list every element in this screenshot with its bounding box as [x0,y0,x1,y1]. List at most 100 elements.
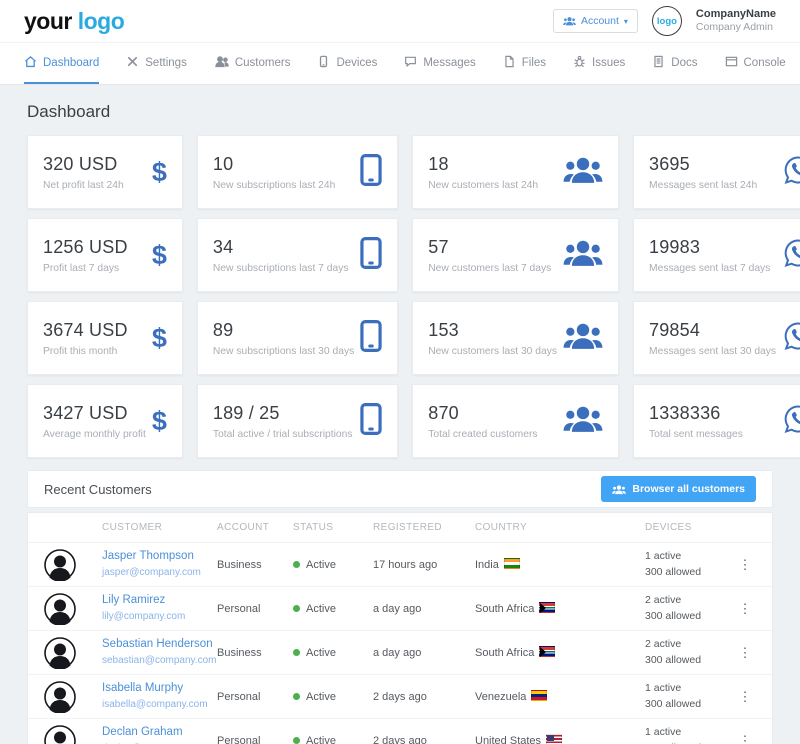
table-row: Sebastian Henderson sebastian@company.co… [28,630,772,674]
customer-name-link[interactable]: Sebastian Henderson [102,637,213,650]
stat-value: 79854 [649,319,701,340]
person-avatar-icon [44,680,76,713]
row-menu-icon[interactable]: ⋮ [738,556,752,572]
stat-card: 89 New subscriptions last 30 days [196,301,399,375]
nav-item-settings[interactable]: Settings [126,43,187,84]
row-menu-icon[interactable]: ⋮ [738,732,752,744]
status-dot [293,648,300,656]
col-account: ACCOUNT [217,522,270,533]
customer-account-type: Personal [217,734,261,744]
customer-country: South Africa [475,647,535,659]
stat-card: 10 New subscriptions last 24h [196,135,399,209]
nav-item-customers[interactable]: Customers [214,43,290,84]
stat-card: 1256 USD Profit last 7 days $ [27,218,183,292]
customer-name-link[interactable]: Lily Ramirez [102,593,166,606]
customer-email: declan@company.com [102,743,203,744]
page-title: Dashboard [27,102,111,121]
dollar-icon: $ [151,405,167,436]
status-badge: Active [306,690,336,703]
status-dot [293,692,300,700]
nav-item-console[interactable]: Console [725,43,786,84]
customer-avatar [44,636,102,669]
status-badge: Active [306,558,336,571]
company-name: CompanyName [695,7,776,20]
row-menu-icon[interactable]: ⋮ [738,600,752,616]
stat-label: New customers last 24h [428,179,539,191]
nav-item-docs[interactable]: Docs [652,43,698,84]
nav-item-devices[interactable]: Devices [317,43,377,84]
chevron-down-icon: ▾ [623,16,628,26]
users-icon [215,55,229,67]
row-menu-icon[interactable]: ⋮ [738,644,752,660]
customer-account-type: Personal [217,602,261,615]
status-dot [293,736,300,744]
nav-item-issues[interactable]: Issues [573,43,625,84]
status-badge: Active [306,646,336,659]
status-dot [293,604,300,612]
table-row: Isabella Murphy isabella@company.com Per… [28,674,772,718]
stat-card: 3427 USD Average monthly profit $ [27,384,183,458]
customer-registered: a day ago [373,602,422,615]
account-dropdown-button[interactable]: Account ▾ [552,9,638,33]
stat-label: Total active / trial subscriptions [212,428,353,440]
table-body: Jasper Thompson jasper@company.com Busin… [28,542,772,744]
phone-icon [320,55,328,67]
col-status: STATUS [293,522,334,533]
stat-label: New customers last 7 days [428,262,552,274]
stat-value: 153 [428,319,459,340]
country-flag-icon [503,558,520,569]
country-flag-icon [539,646,556,657]
stat-value: 189 / 25 [212,402,280,423]
stat-card: 19983 Messages sent last 7 days [633,218,800,292]
avatar[interactable]: logo [651,6,682,36]
table-row: Lily Ramirez lily@company.com Personal A… [28,586,772,630]
main-nav: Dashboard Settings Customers Devices Mes… [0,42,800,85]
status-badge: Active [306,734,336,744]
customer-country: Venezuela [475,691,527,703]
person-avatar-icon [44,724,76,744]
customer-country: United States [475,735,542,744]
devices-allowed: 300 allowed [645,697,702,710]
stat-value: 34 [212,236,234,257]
dollar-icon: $ [151,156,167,187]
devices-active: 1 active [645,549,682,562]
person-avatar-icon [44,592,76,625]
stat-label: Total sent messages [649,428,743,440]
logo-text-your: your [24,7,72,34]
customer-name-link[interactable]: Jasper Thompson [102,549,194,562]
customers-table: CUSTOMER ACCOUNT STATUS REGISTERED COUNT… [27,512,773,744]
whatsapp-icon [784,321,800,350]
stat-card: 34 New subscriptions last 7 days [196,218,399,292]
devices-active: 2 active [645,593,682,606]
company-role: Company Admin [695,21,773,34]
recent-customers-header: Recent Customers Browser all customers [27,470,773,508]
status-badge: Active [306,602,336,615]
customer-country: India [475,559,499,571]
stats-grid: 320 USD Net profit last 24h $ 10 New sub… [27,135,800,458]
devices-active: 1 active [645,681,682,694]
stat-card: 320 USD Net profit last 24h $ [27,135,183,209]
browse-all-customers-button[interactable]: Browser all customers [601,476,756,502]
stat-label: Total created customers [428,428,538,440]
brand-logo: your logo [24,7,125,35]
stat-value: 10 [212,153,234,174]
stat-label: Messages sent last 30 days [649,345,777,357]
nav-item-dashboard[interactable]: Dashboard [24,43,100,84]
stat-label: Net profit last 24h [43,179,124,191]
nav-item-messages[interactable]: Messages [404,43,476,84]
nav-item-files[interactable]: Files [503,43,546,84]
customer-name-link[interactable]: Declan Graham [102,725,183,738]
customer-email: jasper@company.com [102,566,201,578]
customer-country: South Africa [475,603,535,615]
stat-value: 1256 USD [43,236,128,257]
whatsapp-icon [784,238,800,267]
stat-label: New subscriptions last 30 days [212,345,355,357]
stat-card: 3695 Messages sent last 24h [633,135,800,209]
browse-button-label: Browser all customers [632,483,745,495]
whatsapp-icon [784,404,800,433]
nav-item-label: Settings [145,56,187,69]
col-devices: DEVICES [645,522,692,533]
row-menu-icon[interactable]: ⋮ [738,688,752,704]
customer-name-link[interactable]: Isabella Murphy [102,681,184,694]
console-icon [725,56,737,66]
